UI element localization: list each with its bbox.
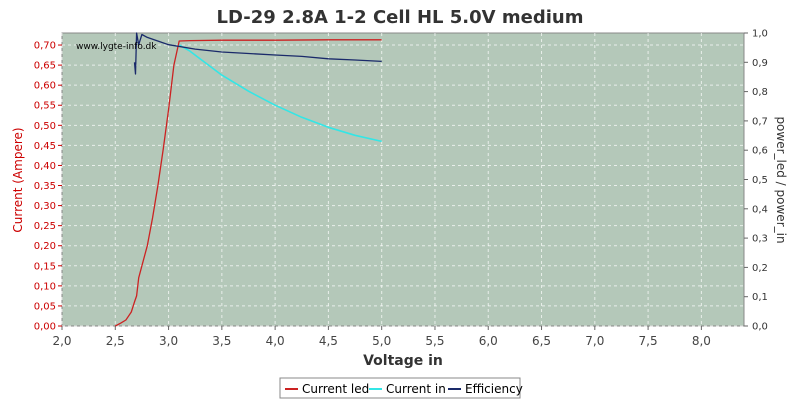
right-y-tick-label: 0,3 — [752, 234, 768, 245]
x-tick-label: 6,0 — [479, 334, 498, 348]
x-tick-label: 4,0 — [266, 334, 285, 348]
left-y-tick-label: 0,10 — [34, 281, 56, 292]
right-y-tick-label: 0,4 — [752, 204, 768, 215]
plot-area — [61, 32, 745, 327]
series-line-efficiency — [133, 32, 382, 75]
x-tick-label: 5,0 — [372, 334, 391, 348]
x-tick-label: 4,5 — [319, 334, 338, 348]
left-y-tick-label: 0,55 — [34, 101, 56, 112]
left-y-tick-label: 0,20 — [34, 241, 56, 252]
x-tick-label: 7,5 — [639, 334, 658, 348]
left-y-tick-label: 0,35 — [34, 181, 56, 192]
left-y-tick-label: 0,60 — [34, 81, 56, 92]
right-y-tick-label: 0,9 — [752, 58, 768, 69]
legend-box — [279, 377, 521, 399]
left-y-tick-label: 0,15 — [34, 261, 56, 272]
x-tick-label: 3,0 — [159, 334, 178, 348]
left-y-tick-label: 0,05 — [34, 301, 56, 312]
right-y-tick-label: 0,1 — [752, 292, 768, 303]
left-y-axis-ticks: 0,00 0,05 0,10 0,15 0,20 0,25 0,30 0,35 0,40 0,45… — [34, 41, 62, 333]
chart-title: LD-29 2.8A 1-2 Cell HL 5.0V medium — [217, 7, 584, 28]
left-y-tick-label: 0,45 — [34, 141, 56, 152]
legend-label-current-led: Current led — [302, 382, 369, 396]
series-line-current-in — [178, 44, 382, 143]
legend-label-current-in: Current in — [386, 382, 446, 396]
x-axis-ticks: 2,0 2,5 3,0 3,5 4,0 4,5 5,0 5,5 6,0 6,5 7,0 7,5 8,0 — [52, 326, 711, 348]
left-y-tick-label: 0,30 — [34, 201, 56, 212]
right-y-tick-label: 0,7 — [752, 116, 768, 127]
watermark: www.lygte-info.dk — [76, 42, 157, 52]
legend: Current led Current in Efficiency — [279, 377, 523, 399]
left-y-tick-label: 0,40 — [34, 161, 56, 172]
right-y-tick-label: 0,8 — [752, 87, 768, 98]
left-y-tick-label: 0,70 — [34, 41, 56, 52]
x-tick-label: 2,0 — [52, 334, 71, 348]
left-y-tick-label: 0,25 — [34, 221, 56, 232]
x-tick-label: 3,5 — [212, 334, 231, 348]
right-y-tick-label: 0,5 — [752, 175, 768, 186]
x-tick-label: 5,5 — [425, 334, 444, 348]
right-y-tick-label: 0,0 — [752, 322, 768, 333]
series-layer — [114, 32, 382, 327]
x-tick-label: 2,5 — [106, 334, 125, 348]
right-y-tick-label: 0,6 — [752, 146, 768, 157]
left-y-tick-label: 0,65 — [34, 61, 56, 72]
x-tick-label: 8,0 — [692, 334, 711, 348]
x-tick-label: 7,0 — [585, 334, 604, 348]
x-tick-label: 6,5 — [532, 334, 551, 348]
left-y-axis-title: Current (Ampere) — [11, 127, 25, 232]
left-y-tick-label: 0,00 — [34, 322, 56, 333]
x-axis-title: Voltage in — [363, 353, 443, 369]
right-y-tick-label: 1,0 — [752, 29, 768, 40]
series-line-current-led — [114, 39, 382, 327]
grid-lines — [61, 33, 744, 327]
legend-label-efficiency: Efficiency — [465, 382, 523, 396]
left-y-tick-label: 0,50 — [34, 121, 56, 132]
right-y-axis-ticks: 0,0 0,1 0,2 0,3 0,4 0,5 0,6 0,7 0,8 0,9 1,0 — [744, 29, 768, 333]
right-y-axis-title: power_led / power_in — [774, 116, 788, 243]
right-y-tick-label: 0,2 — [752, 263, 768, 274]
